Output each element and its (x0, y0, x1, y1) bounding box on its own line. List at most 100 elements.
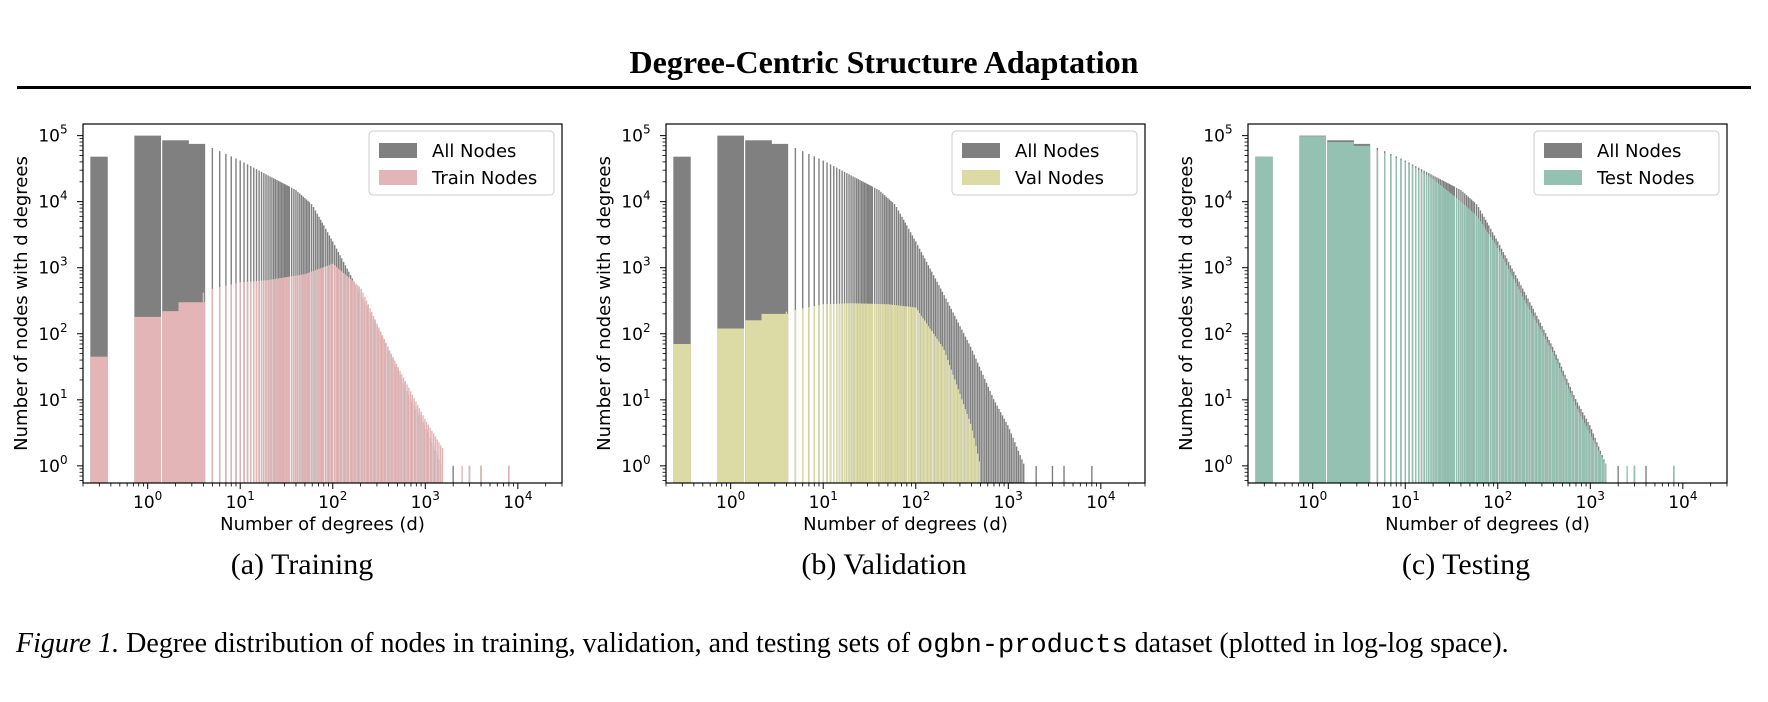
bar-val-nodes (826, 304, 828, 483)
bar-test-nodes (1560, 372, 1563, 483)
x-tick-label: 100 (716, 489, 745, 513)
legend-label: Test Nodes (1596, 168, 1695, 189)
bar-test-nodes (1578, 412, 1580, 483)
bar-all-nodes (998, 408, 1000, 483)
bar-all-nodes (984, 378, 986, 483)
bar-train-nodes (307, 272, 309, 483)
bar-train-nodes (422, 415, 424, 483)
bar-test-nodes (1529, 309, 1531, 483)
bar-train-nodes (355, 283, 357, 483)
bar-train-nodes (432, 433, 435, 483)
bar-train-nodes (263, 280, 265, 483)
bar-val-nodes (915, 307, 917, 483)
bar-train-nodes (235, 283, 237, 483)
bar-test-nodes (1488, 234, 1490, 483)
bar-test-nodes (1516, 286, 1519, 483)
legend-swatch (379, 170, 417, 185)
bar-train-nodes (364, 296, 366, 483)
bar-val-nodes (761, 313, 789, 483)
bar-val-nodes (876, 303, 878, 483)
y-tick-label: 102 (38, 321, 67, 345)
bar-train-nodes (431, 430, 433, 483)
bar-val-nodes (954, 379, 956, 483)
bar-train-nodes (239, 282, 241, 483)
bar-test-nodes (1520, 293, 1522, 483)
x-tick-label: 102 (901, 489, 930, 513)
bar-test-nodes (1527, 306, 1529, 483)
bar-val-nodes (913, 307, 915, 483)
bar-train-nodes (134, 316, 162, 483)
bar-val-nodes (846, 303, 848, 483)
bar-train-nodes (344, 274, 347, 483)
bar-val-nodes (854, 303, 856, 483)
bar-train-nodes (302, 274, 304, 483)
bar-test-nodes (1376, 150, 1379, 483)
bar-test-nodes (1472, 212, 1474, 483)
bar-test-nodes (1490, 237, 1492, 483)
bar-all-nodes (980, 370, 982, 483)
x-tick-label: 103 (1576, 489, 1605, 513)
bar-all-nodes (1645, 465, 1647, 483)
bar-test-nodes (1553, 355, 1556, 483)
bar-test-nodes (1567, 388, 1570, 483)
bar-train-nodes (372, 315, 375, 483)
bar-test-nodes (1536, 322, 1538, 483)
title-rule (17, 86, 1751, 89)
bar-test-nodes (1599, 453, 1602, 483)
bar-train-nodes (316, 269, 318, 483)
bar-train-nodes (480, 465, 482, 483)
bar-val-nodes (801, 308, 804, 483)
bar-val-nodes (870, 303, 872, 483)
bar-train-nodes (381, 335, 384, 483)
y-tick-label: 103 (621, 255, 650, 279)
bar-train-nodes (230, 284, 232, 483)
bar-test-nodes (1522, 296, 1524, 483)
bar-train-nodes (367, 304, 369, 483)
bar-train-nodes (441, 448, 444, 483)
bar-test-nodes (1566, 384, 1568, 483)
bar-train-nodes (323, 267, 325, 483)
y-tick-label: 104 (38, 189, 67, 213)
bar-val-nodes (869, 303, 871, 483)
bar-test-nodes (1462, 203, 1464, 483)
bar-train-nodes (409, 391, 412, 483)
bar-test-nodes (1428, 176, 1430, 483)
bar-val-nodes (961, 399, 963, 483)
bar-test-nodes (1483, 226, 1485, 483)
bar-val-nodes (857, 303, 860, 483)
figure-caption-label: Figure 1. (16, 628, 120, 659)
bar-val-nodes (968, 418, 970, 483)
bar-train-nodes (265, 280, 267, 483)
bar-val-nodes (794, 309, 797, 483)
bar-val-nodes (975, 445, 977, 483)
y-tick-label: 103 (1203, 255, 1232, 279)
legend: All Nodes Val Nodes (951, 130, 1138, 196)
bar-all-nodes (994, 402, 997, 483)
bar-test-nodes (1493, 242, 1496, 483)
bar-test-nodes (1448, 192, 1451, 483)
bar-all-nodes (973, 354, 975, 483)
bar-test-nodes (1603, 460, 1605, 483)
bar-val-nodes (904, 306, 906, 483)
bar-train-nodes (358, 286, 361, 483)
bar-test-nodes (1525, 303, 1527, 483)
bar-test-nodes (1255, 156, 1273, 483)
bar-val-nodes (962, 404, 965, 483)
plot-frame (1247, 123, 1728, 484)
bar-train-nodes (438, 442, 440, 483)
bar-test-nodes (1495, 245, 1497, 483)
bar-test-nodes (1573, 401, 1575, 483)
bar-test-nodes (1447, 191, 1449, 483)
bar-train-nodes (90, 356, 108, 483)
bar-test-nodes (1445, 189, 1448, 483)
bar-test-nodes (1497, 247, 1499, 483)
bar-val-nodes (955, 384, 958, 483)
bar-test-nodes (1589, 433, 1591, 483)
bar-test-nodes (1383, 153, 1386, 483)
legend-label: Train Nodes (431, 168, 537, 189)
bar-train-nodes (218, 287, 221, 483)
x-tick-label: 102 (1483, 489, 1512, 513)
bar-test-nodes (1548, 345, 1550, 483)
bar-train-nodes (402, 377, 405, 483)
bar-train-nodes (395, 363, 398, 483)
